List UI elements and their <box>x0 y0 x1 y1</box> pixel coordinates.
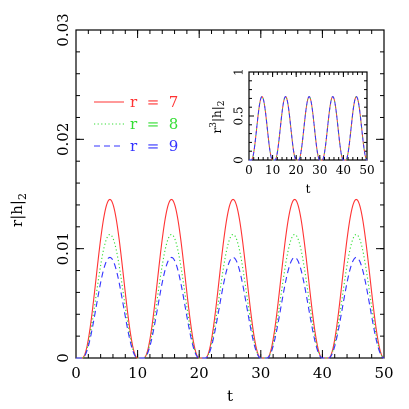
inset-y-label-r: r <box>210 128 224 134</box>
y-tick-label: 0 <box>54 353 72 363</box>
x-tick-label: 20 <box>190 364 209 382</box>
y-tick-label: 0.02 <box>54 123 72 156</box>
legend-label-2: r = 9 <box>130 137 178 155</box>
x-tick-label: 20 <box>289 163 304 177</box>
x-tick-label: 50 <box>359 163 374 177</box>
inset-series <box>249 96 368 161</box>
main-plot-frame <box>75 29 385 359</box>
series-line-1 <box>249 96 368 161</box>
legend-label-0: r = 7 <box>130 93 178 111</box>
series-line-2 <box>249 96 368 161</box>
main-x-axis-label: t <box>227 387 233 405</box>
svg-text:r3|h|2: r3|h|2 <box>209 100 227 133</box>
main-series <box>76 198 385 359</box>
inset-x-axis-label: t <box>306 182 311 196</box>
inset-y-label-superscript: 3 <box>209 122 219 128</box>
x-tick-label: 30 <box>251 364 270 382</box>
y-tick-label: 0 <box>232 156 246 164</box>
main-y-label-text: r|h| <box>8 200 26 227</box>
inset-y-label-subscript: 2 <box>217 100 227 106</box>
legend: r = 7 r = 8 r = 9 <box>94 93 178 155</box>
y-tick-label: 0.5 <box>232 106 246 125</box>
svg-text:r|h|2: r|h|2 <box>8 193 29 227</box>
y-tick-label: 0.01 <box>54 232 72 265</box>
inset-plot: 0 10 20 30 40 50 0 0.5 1 t r3|h|2 <box>209 68 375 196</box>
x-tick-label: 30 <box>312 163 327 177</box>
main-y-label-subscript: 2 <box>16 193 29 200</box>
x-tick-label: 40 <box>336 163 351 177</box>
series-line-0 <box>76 198 385 359</box>
x-tick-label: 10 <box>128 364 147 382</box>
legend-label-1: r = 8 <box>130 115 178 133</box>
y-tick-label: 0.03 <box>54 13 72 46</box>
x-tick-label: 10 <box>265 163 280 177</box>
x-tick-label: 50 <box>374 364 393 382</box>
main-y-axis-label: r|h|2 <box>8 193 29 227</box>
x-tick-label: 0 <box>71 364 81 382</box>
series-line-0 <box>249 96 368 161</box>
inset-y-label-h: |h| <box>210 106 224 122</box>
inset-y-axis-label: r3|h|2 <box>209 100 227 133</box>
series-line-1 <box>76 233 385 359</box>
inset-ticks: 0 10 20 30 40 50 0 0.5 1 <box>232 68 375 177</box>
x-tick-label: 0 <box>245 163 253 177</box>
y-tick-label: 1 <box>232 68 246 76</box>
x-tick-label: 40 <box>313 364 332 382</box>
series-line-2 <box>76 256 385 359</box>
